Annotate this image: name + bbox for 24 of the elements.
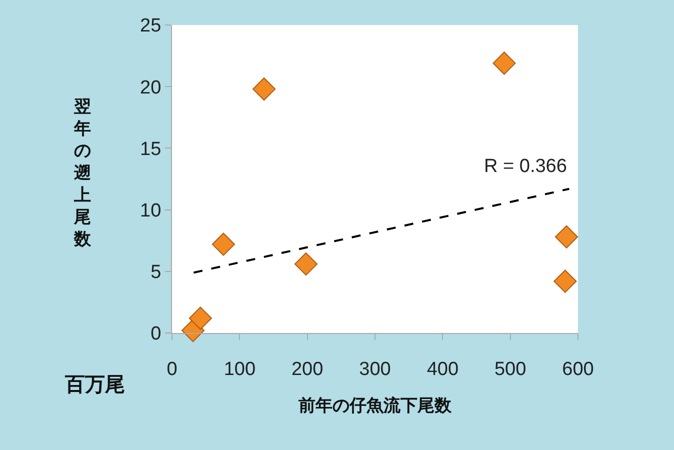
y-tick-label: 10: [140, 200, 162, 222]
y-tick-label: 5: [150, 262, 162, 284]
x-tick-label: 500: [494, 358, 526, 380]
y-axis-title: 翌年の遡上尾数: [73, 97, 92, 249]
point: [554, 225, 578, 248]
point: [252, 78, 276, 101]
point: [212, 232, 235, 256]
annotation: R = 0.366: [484, 156, 567, 177]
x-tick-label: 300: [359, 358, 391, 380]
x-tick-label: 400: [426, 358, 459, 380]
y-tick-label: 25: [140, 16, 162, 37]
text: 百万尾: [64, 374, 125, 396]
x-tick-label: 200: [291, 358, 324, 380]
point: [492, 52, 516, 75]
x-tick-label: 100: [224, 358, 256, 380]
x-tick-label: 600: [562, 358, 594, 380]
point: [188, 306, 212, 330]
y-tick-label: 0: [150, 324, 162, 345]
point: [294, 252, 318, 276]
y-tick-label: 20: [140, 77, 162, 98]
x-tick-label: 0: [166, 358, 178, 380]
y-tick-label: 15: [140, 138, 162, 160]
x-axis-title: 前年の仔魚流下尾数: [298, 396, 452, 416]
point: [554, 270, 577, 293]
